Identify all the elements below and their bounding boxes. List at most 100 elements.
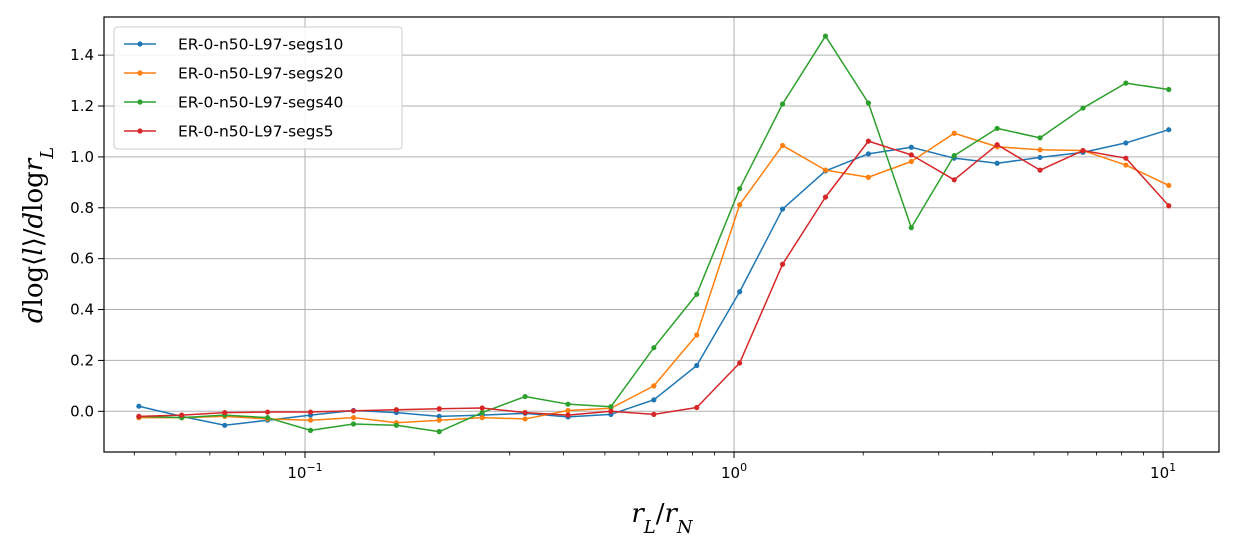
data-point <box>350 421 357 427</box>
data-point <box>222 409 228 416</box>
data-point <box>136 413 142 419</box>
data-point <box>264 415 271 421</box>
y-axis-label: dlog⟨l⟩/dlogrL <box>19 147 58 323</box>
y-tick-label: 1.0 <box>70 148 94 166</box>
data-point <box>822 194 829 200</box>
data-point <box>264 409 271 415</box>
data-point <box>1037 154 1043 161</box>
data-point <box>951 153 957 159</box>
data-point <box>865 138 871 144</box>
data-point <box>222 422 228 428</box>
data-point <box>908 144 914 150</box>
data-point <box>479 405 485 411</box>
data-point <box>1166 86 1172 93</box>
legend-swatch-marker <box>137 128 143 134</box>
data-point <box>307 427 314 433</box>
x-axis-label: rL/rN <box>631 499 694 538</box>
data-point <box>393 407 399 413</box>
y-tick-label: 1.2 <box>70 97 94 115</box>
legend: ER-0-n50-L97-segs10 ER-0-n50-L97-segs20 ER… <box>113 26 403 150</box>
legend-label: ER-0-n50-L97-segs40 <box>178 94 343 112</box>
data-point <box>651 411 657 417</box>
data-point <box>951 130 957 136</box>
series-line <box>138 140 1170 418</box>
series-layer <box>136 33 1172 435</box>
data-point <box>479 409 485 416</box>
data-point <box>694 362 700 369</box>
y-tick-label: 0.8 <box>70 199 94 217</box>
data-point <box>865 151 871 157</box>
series-line <box>138 128 1169 427</box>
legend-swatch-marker <box>137 99 143 105</box>
data-point <box>822 33 829 39</box>
legend-item: ER-0-n50-L97-segs5 <box>124 123 333 141</box>
series-ER-0-n50-L97-segs5 <box>136 138 1172 419</box>
plot-frame <box>103 16 1220 453</box>
tick-layer: 10−1 100 101 0.0 0.2 0.4 0.6 0.8 1.0 1.2 1.4 <box>70 46 1176 482</box>
data-point <box>565 412 571 418</box>
legend-swatch-marker <box>137 41 143 47</box>
data-point <box>350 415 357 421</box>
data-point <box>608 408 614 414</box>
data-point <box>694 291 700 297</box>
data-point <box>908 225 914 231</box>
data-point <box>908 158 914 165</box>
data-point <box>522 409 528 416</box>
data-point <box>779 101 786 107</box>
data-point <box>737 202 743 208</box>
data-point <box>565 401 571 407</box>
legend-item: ER-0-n50-L97-segs20 <box>124 65 343 83</box>
data-point <box>694 332 700 338</box>
y-tick-label: 0.4 <box>70 301 94 319</box>
data-point <box>1123 80 1129 86</box>
data-point <box>737 360 743 366</box>
x-tick-label: 101 <box>1150 461 1176 482</box>
data-point <box>393 422 399 428</box>
legend-item: ER-0-n50-L97-segs40 <box>124 94 343 112</box>
legend-item: ER-0-n50-L97-segs10 <box>124 36 343 54</box>
legend-swatch-marker <box>137 70 143 76</box>
data-point <box>694 404 700 411</box>
data-point <box>951 177 957 183</box>
x-tick-label: 100 <box>721 461 747 482</box>
y-tick-label: 0.2 <box>70 351 94 369</box>
series-line <box>138 132 1170 424</box>
data-point <box>522 416 528 422</box>
data-point <box>865 100 871 106</box>
data-point <box>1037 147 1043 153</box>
data-point <box>608 404 614 410</box>
data-point <box>1166 182 1172 189</box>
data-point <box>307 409 314 415</box>
data-point <box>565 407 571 414</box>
data-point <box>1080 105 1086 111</box>
data-point <box>436 406 442 412</box>
legend-box <box>113 26 403 150</box>
data-point <box>1123 155 1129 161</box>
data-point <box>179 412 185 418</box>
data-point <box>350 408 357 414</box>
data-point <box>1037 135 1043 141</box>
data-point <box>436 413 442 419</box>
legend-label: ER-0-n50-L97-segs10 <box>178 36 343 54</box>
data-point <box>436 429 442 435</box>
data-point <box>651 397 657 403</box>
data-point <box>136 403 142 409</box>
series-ER-0-n50-L97-segs10 <box>136 127 1172 428</box>
data-point <box>994 160 1000 166</box>
data-point <box>779 142 786 149</box>
data-point <box>737 186 743 192</box>
data-point <box>651 383 657 389</box>
y-tick-label: 0.0 <box>70 402 94 420</box>
data-point <box>737 289 743 295</box>
series-ER-0-n50-L97-segs40 <box>136 33 1172 435</box>
legend-label: ER-0-n50-L97-segs20 <box>178 65 343 83</box>
y-tick-label: 1.4 <box>70 46 94 64</box>
data-point <box>994 142 1000 148</box>
data-point <box>1166 127 1172 133</box>
data-point <box>522 393 528 400</box>
data-point <box>779 206 786 212</box>
data-point <box>822 167 829 173</box>
data-point <box>1080 147 1086 154</box>
data-point <box>865 174 871 180</box>
